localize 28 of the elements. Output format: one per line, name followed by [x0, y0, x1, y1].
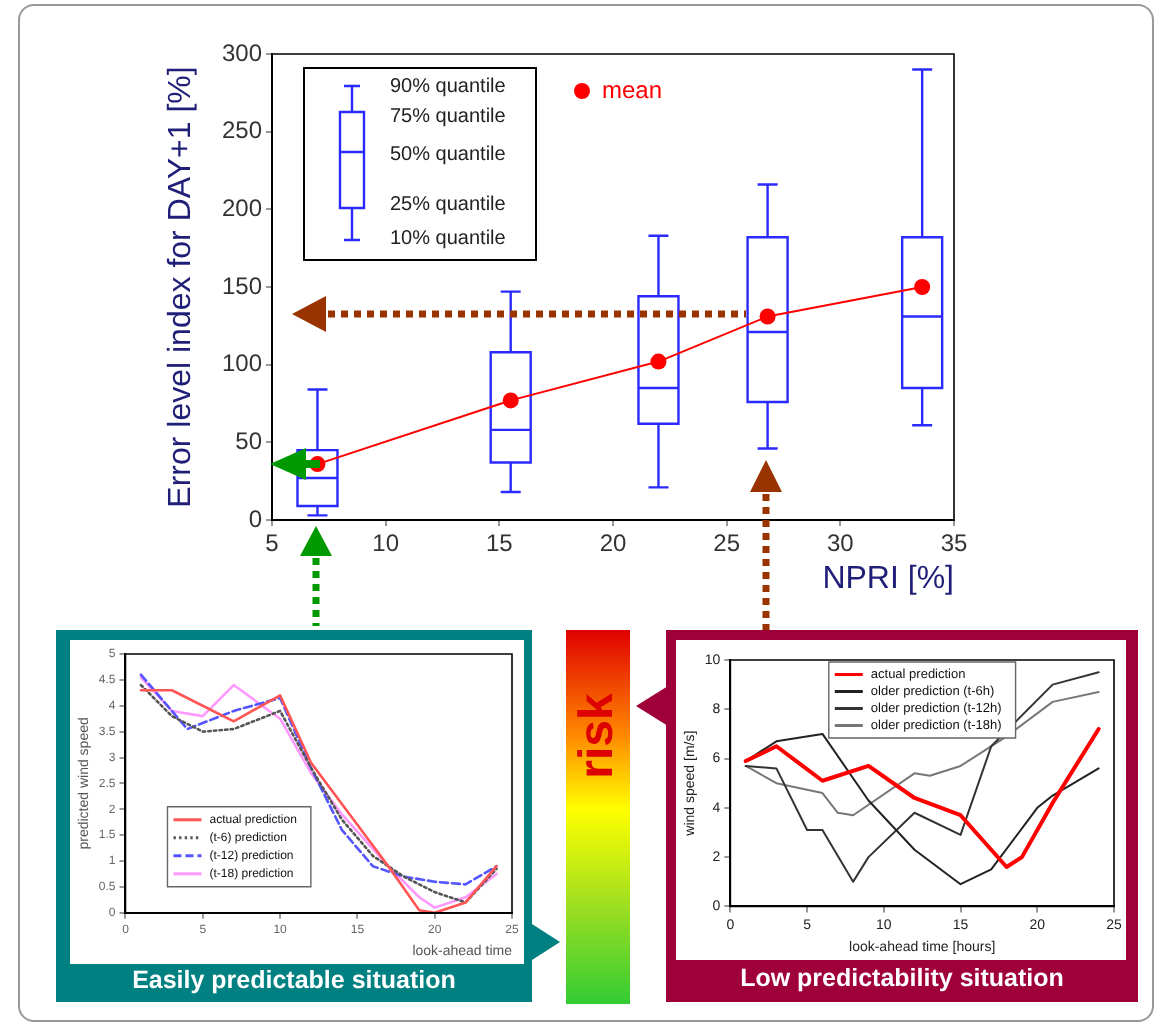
annotation: 90% quantile: [390, 75, 507, 98]
annotation: 10% quantile: [390, 227, 507, 250]
point: [759, 308, 776, 325]
y-tick-label: 0: [248, 504, 263, 533]
x-tick-label: 25: [713, 529, 741, 558]
y-tick-label: 300: [221, 38, 263, 67]
y-tick-label: 50: [235, 426, 263, 455]
y-tick-label: 250: [221, 116, 263, 145]
legend-label: mean: [602, 75, 663, 104]
y-tick-label: 200: [221, 193, 263, 222]
x-axis-title: NPRI [%]: [822, 561, 954, 596]
text: risk: [568, 691, 626, 783]
y-axis-title: Error level index for DAY+1 [%]: [164, 66, 199, 508]
x-tick-label: 20: [599, 529, 627, 558]
y-tick-label: 100: [221, 349, 263, 378]
point: [650, 353, 667, 370]
x-tick-label: 30: [826, 529, 855, 558]
text: Low predictability situation: [738, 964, 1066, 992]
point: [914, 279, 931, 295]
x-tick-label: 15: [485, 529, 514, 558]
point: [502, 392, 519, 409]
annotation: 75% quantile: [390, 105, 507, 128]
annotation: 25% quantile: [390, 193, 507, 216]
y-tick-label: 150: [221, 271, 263, 300]
annotation: 50% quantile: [390, 143, 507, 166]
x-tick-label: 35: [940, 529, 968, 558]
x-tick-label: 10: [372, 529, 400, 558]
text: Easily predictable situation: [130, 966, 458, 994]
